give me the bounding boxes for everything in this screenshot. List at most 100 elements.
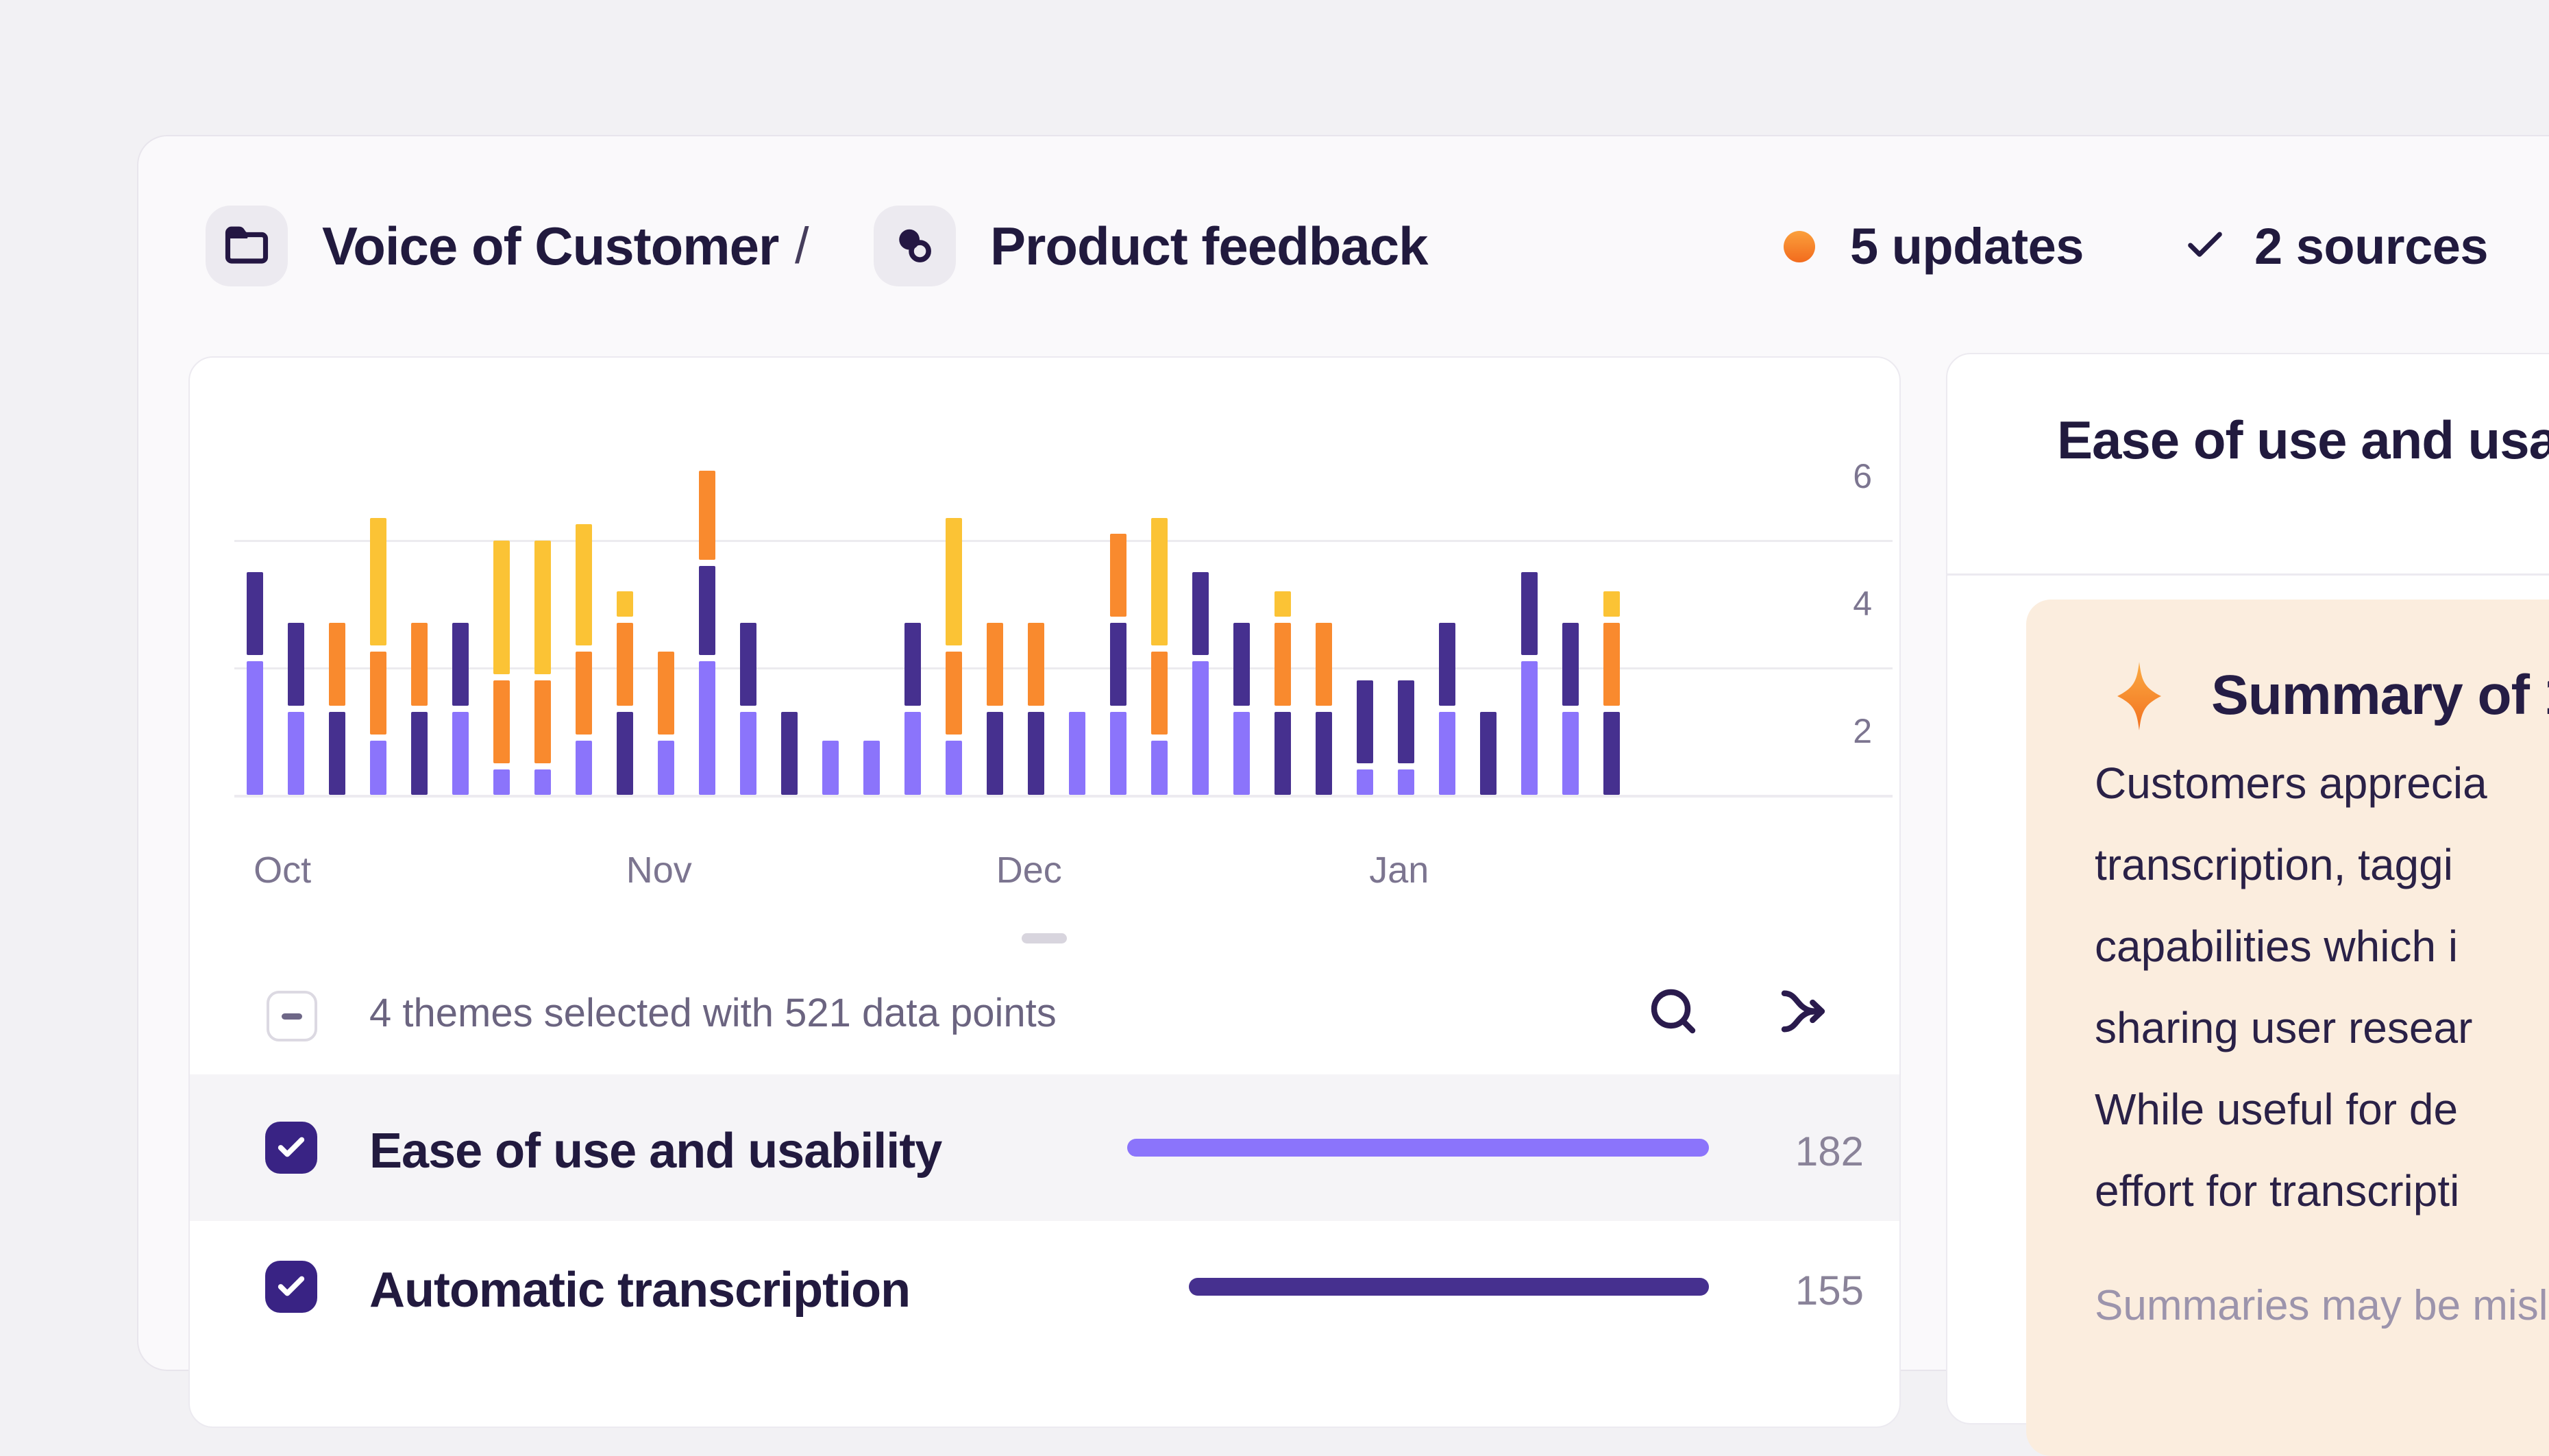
segment-t1 <box>1439 712 1455 795</box>
chart-column-12[interactable] <box>740 623 756 795</box>
segment-t2 <box>699 566 715 655</box>
segment-t1 <box>946 741 962 795</box>
segment-t2 <box>1357 680 1373 763</box>
summary-title: Summary of 15 <box>2211 664 2549 726</box>
segment-t2 <box>411 712 428 795</box>
segment-t4 <box>1603 591 1620 617</box>
chart-plot-area <box>247 426 1898 795</box>
chart-column-26[interactable] <box>1316 623 1332 795</box>
month-label-Dec: Dec <box>996 850 1062 891</box>
check-icon <box>278 1137 305 1157</box>
segment-t3 <box>576 652 592 735</box>
segment-t1 <box>658 741 674 795</box>
search-button[interactable] <box>1645 983 1702 1040</box>
segment-t3 <box>699 471 715 560</box>
chart-column-11[interactable] <box>699 471 715 795</box>
breadcrumb-item-page[interactable]: Product feedback <box>990 216 1429 276</box>
y-tick-6: 6 <box>1853 457 1872 495</box>
segment-t4 <box>493 541 510 674</box>
check-icon <box>278 1276 305 1296</box>
chart-column-30[interactable] <box>1480 712 1497 795</box>
merge-themes-button[interactable] <box>1775 983 1832 1040</box>
chart-column-0[interactable] <box>247 572 263 795</box>
updates-status[interactable]: 5 updates <box>1850 218 2084 275</box>
selection-summary: 4 themes selected with 521 data points <box>369 991 1057 1035</box>
select-all-checkbox-indeterminate[interactable] <box>267 991 317 1041</box>
chart-column-19[interactable] <box>1028 623 1044 795</box>
chart-column-5[interactable] <box>452 623 469 795</box>
segment-t1 <box>493 769 510 795</box>
chart-column-7[interactable] <box>534 541 551 795</box>
segment-t1 <box>1398 769 1414 795</box>
chart-column-13[interactable] <box>781 712 798 795</box>
chart-column-3[interactable] <box>370 518 386 795</box>
chart-column-14[interactable] <box>822 741 839 795</box>
chart-column-17[interactable] <box>946 518 962 795</box>
segment-t4 <box>370 518 386 645</box>
chart-column-6[interactable] <box>493 541 510 795</box>
segment-t3 <box>493 680 510 763</box>
chart-column-8[interactable] <box>576 524 592 795</box>
y-tick-4: 4 <box>1853 584 1872 623</box>
breadcrumb-item-collection[interactable]: Voice of Customer <box>322 216 779 276</box>
chart-column-1[interactable] <box>288 623 304 795</box>
chart-column-24[interactable] <box>1233 623 1250 795</box>
chart-column-27[interactable] <box>1357 680 1373 795</box>
segment-t4 <box>1274 591 1291 617</box>
chart-column-18[interactable] <box>987 623 1003 795</box>
chart-column-2[interactable] <box>329 623 345 795</box>
chart-baseline <box>234 795 1893 798</box>
chart-column-28[interactable] <box>1398 680 1414 795</box>
segment-t1 <box>370 741 386 795</box>
chart-column-20[interactable] <box>1069 712 1085 795</box>
chart-column-29[interactable] <box>1439 623 1455 795</box>
segment-t2 <box>617 712 633 795</box>
chart-column-25[interactable] <box>1274 591 1291 795</box>
updates-dot-icon <box>1784 231 1815 262</box>
chart-column-32[interactable] <box>1562 623 1579 795</box>
chart-column-10[interactable] <box>658 652 674 795</box>
sources-status[interactable]: 2 sources <box>2254 218 2489 275</box>
theme-row-0[interactable]: Ease of use and usability 182 <box>190 1074 1899 1221</box>
drag-handle[interactable] <box>1022 933 1067 943</box>
chart-column-21[interactable] <box>1110 534 1126 795</box>
chart-column-9[interactable] <box>617 591 633 795</box>
segment-t2 <box>1192 572 1209 655</box>
segment-t2 <box>1316 712 1332 795</box>
breadcrumb-separator: / <box>795 217 809 274</box>
chart-card: 6 4 2 Oct Nov Dec Jan 4 themes selected with … <box>188 356 1901 1428</box>
segment-t4 <box>617 591 633 617</box>
detail-divider <box>1947 573 2549 576</box>
theme-row-1[interactable]: Automatic transcription 155 <box>190 1213 1899 1360</box>
merge-arrow-icon <box>1781 990 1825 1033</box>
segment-t2 <box>1233 623 1250 706</box>
breadcrumb-folder-chip[interactable] <box>206 206 288 286</box>
gridline-4 <box>234 540 1893 542</box>
segment-t3 <box>987 623 1003 706</box>
theme-checkbox-checked[interactable] <box>265 1122 317 1174</box>
segment-t3 <box>411 623 428 706</box>
segment-t2 <box>781 712 798 795</box>
segment-t3 <box>1151 652 1168 735</box>
segment-t3 <box>534 680 551 763</box>
chart-column-15[interactable] <box>863 741 880 795</box>
summary-body-line-4: While useful for de <box>2095 1085 2459 1134</box>
segment-t2 <box>288 623 304 706</box>
sparkle-icon <box>2106 658 2172 734</box>
segment-t3 <box>370 652 386 735</box>
chart-column-16[interactable] <box>904 623 921 795</box>
breadcrumb-theme-chip[interactable] <box>874 206 956 286</box>
segment-t2 <box>740 623 756 706</box>
theme-checkbox-checked[interactable] <box>265 1261 317 1313</box>
chart-column-31[interactable] <box>1521 572 1538 795</box>
segment-t2 <box>247 572 263 655</box>
y-tick-2: 2 <box>1853 712 1872 750</box>
chart-column-23[interactable] <box>1192 572 1209 795</box>
segment-t1 <box>1151 741 1168 795</box>
segment-t1 <box>1192 661 1209 795</box>
folder-icon <box>224 223 269 269</box>
chart-column-33[interactable] <box>1603 591 1620 795</box>
chart-column-4[interactable] <box>411 623 428 795</box>
chart-column-22[interactable] <box>1151 518 1168 795</box>
segment-t1 <box>1357 769 1373 795</box>
